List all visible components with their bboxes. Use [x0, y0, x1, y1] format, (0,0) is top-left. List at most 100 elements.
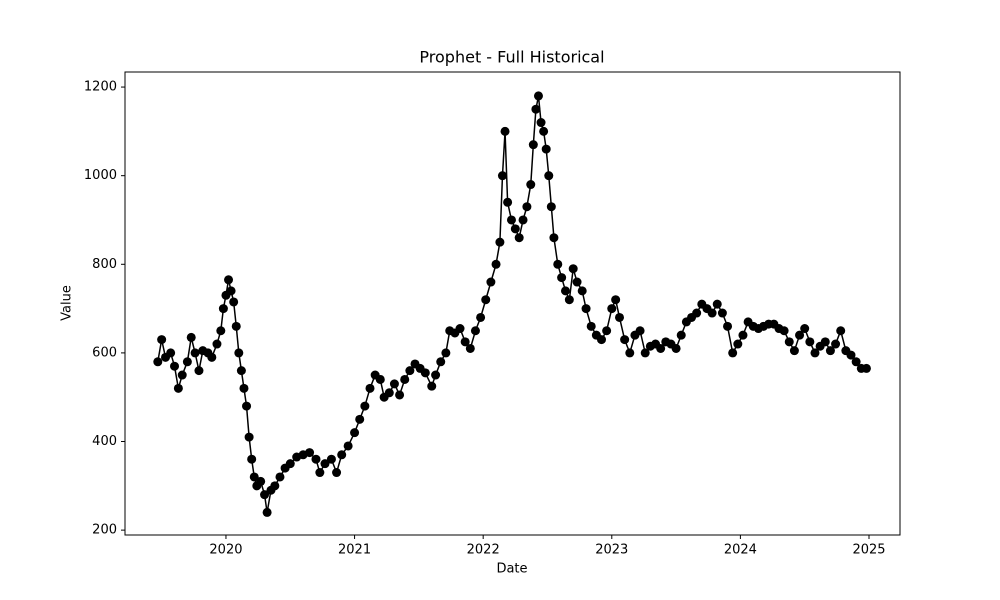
marker	[239, 383, 249, 393]
marker	[789, 346, 799, 356]
marker	[194, 366, 204, 376]
marker	[481, 295, 491, 305]
marker	[533, 91, 543, 101]
marker	[224, 275, 234, 285]
marker	[676, 330, 686, 340]
marker	[572, 277, 582, 287]
marker	[285, 459, 295, 469]
marker	[602, 326, 612, 336]
marker	[544, 171, 554, 181]
marker	[779, 326, 789, 336]
marker	[528, 140, 538, 150]
marker	[851, 357, 861, 367]
marker	[557, 273, 567, 283]
marker	[315, 468, 325, 478]
y-tick-label: 200	[92, 523, 117, 538]
marker	[470, 326, 480, 336]
marker	[539, 126, 549, 136]
marker	[692, 308, 702, 318]
x-tick-label: 2022	[467, 543, 500, 558]
marker	[177, 370, 187, 380]
marker	[495, 237, 505, 247]
marker	[825, 346, 835, 356]
x-tick-label: 2020	[209, 543, 242, 558]
marker	[656, 343, 666, 353]
marker	[615, 312, 625, 322]
marker	[427, 381, 437, 391]
marker	[236, 366, 246, 376]
marker	[350, 428, 360, 438]
marker	[260, 490, 270, 500]
marker	[405, 366, 415, 376]
marker	[611, 295, 621, 305]
marker	[465, 343, 475, 353]
marker	[549, 233, 559, 243]
marker	[553, 259, 563, 269]
x-tick-label: 2024	[724, 543, 757, 558]
marker	[337, 450, 347, 460]
marker	[207, 352, 217, 362]
marker	[218, 304, 228, 314]
marker	[231, 321, 241, 331]
marker	[531, 104, 541, 114]
marker	[343, 441, 353, 451]
marker	[395, 390, 405, 400]
marker	[514, 233, 524, 243]
marker	[365, 383, 375, 393]
x-tick-label: 2023	[595, 543, 628, 558]
marker	[420, 368, 430, 378]
marker	[723, 321, 733, 331]
marker	[460, 337, 470, 347]
marker	[384, 388, 394, 398]
marker	[400, 374, 410, 384]
marker	[635, 326, 645, 336]
marker	[522, 202, 532, 212]
marker	[275, 472, 285, 482]
marker	[503, 197, 513, 207]
y-axis-label: Value	[60, 285, 75, 321]
marker	[810, 348, 820, 358]
marker	[311, 454, 321, 464]
marker	[510, 224, 520, 234]
marker	[244, 432, 254, 442]
marker	[247, 454, 257, 464]
marker	[476, 312, 486, 322]
marker	[320, 459, 330, 469]
marker	[738, 330, 748, 340]
marker	[360, 401, 370, 411]
marker	[831, 339, 841, 349]
marker	[190, 348, 200, 358]
marker	[486, 277, 496, 287]
marker	[820, 337, 830, 347]
marker	[795, 330, 805, 340]
plot-frame	[124, 71, 901, 536]
marker	[242, 401, 252, 411]
marker	[640, 348, 650, 358]
marker	[455, 324, 465, 334]
marker	[805, 337, 815, 347]
marker	[216, 326, 226, 336]
marker	[436, 357, 446, 367]
marker	[332, 468, 342, 478]
marker	[671, 343, 681, 353]
marker	[153, 357, 163, 367]
marker	[526, 180, 536, 190]
marker	[173, 383, 183, 393]
marker	[229, 297, 239, 307]
y-tick-label: 800	[92, 257, 117, 272]
marker	[846, 350, 856, 360]
marker	[596, 335, 606, 345]
marker	[717, 308, 727, 318]
y-tick-label: 1000	[84, 168, 117, 183]
x-tick-label: 2025	[852, 543, 885, 558]
x-tick-label: 2021	[338, 543, 371, 558]
marker	[249, 472, 259, 482]
marker	[712, 299, 722, 309]
marker	[182, 357, 192, 367]
marker	[355, 414, 365, 424]
marker	[536, 118, 546, 128]
marker	[707, 308, 717, 318]
